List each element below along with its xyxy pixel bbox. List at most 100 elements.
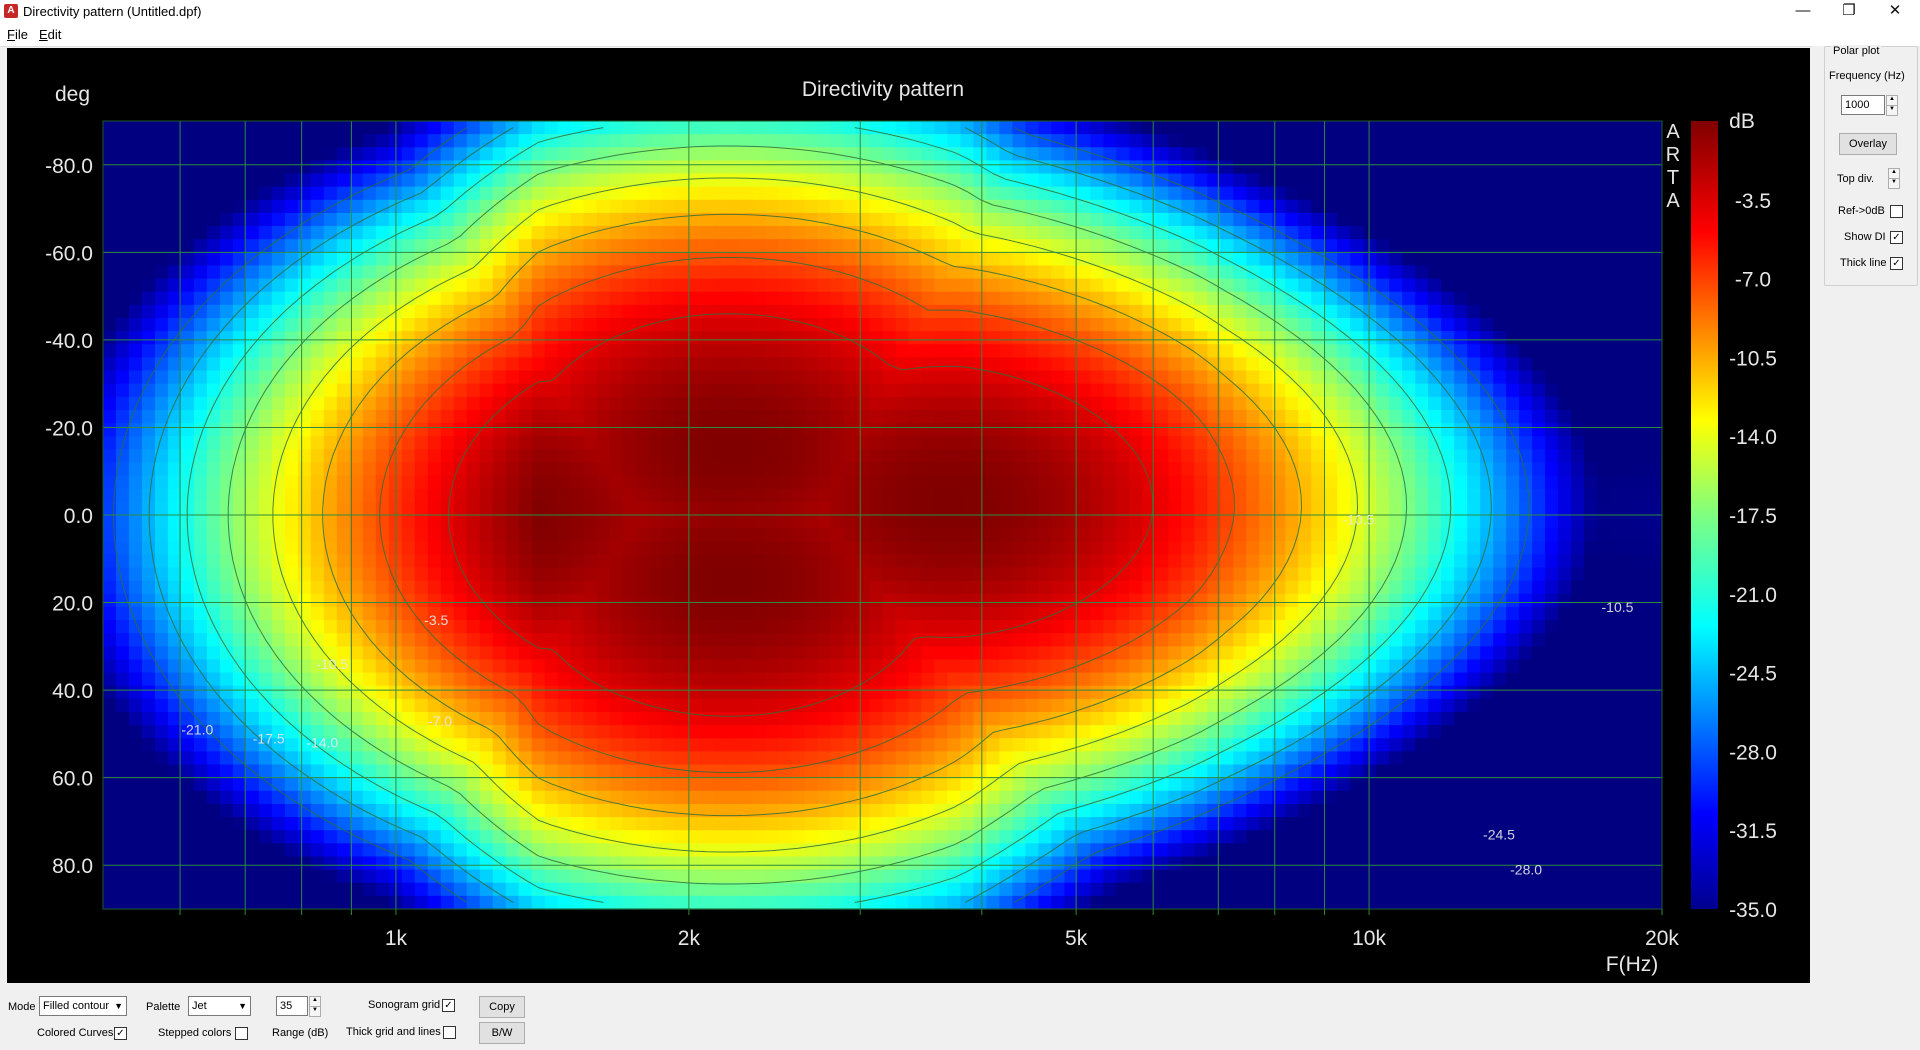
heatmap-cell: [882, 212, 897, 227]
heatmap-cell: [128, 121, 143, 135]
heatmap-cell: [713, 331, 728, 345]
heatmap-cell: [700, 226, 715, 240]
heatmap-cell: [622, 567, 637, 582]
heatmap-cell: [1545, 606, 1559, 621]
heatmap-cell: [1415, 160, 1429, 175]
directivity-plot[interactable]: Directivity pattern deg F(Hz) dB -80.0 -6…: [7, 48, 1810, 983]
heatmap-cell: [661, 567, 676, 582]
heatmap-cell: [1207, 147, 1221, 161]
heatmap-cell: [1415, 121, 1429, 135]
heatmap-cell: [947, 462, 962, 477]
heatmap-cell: [1597, 357, 1611, 372]
heatmap-cell: [960, 331, 975, 345]
heatmap-cell: [167, 370, 182, 385]
heatmap-cell: [206, 633, 221, 647]
close-button[interactable]: ✕: [1888, 2, 1902, 19]
heatmap-cell: [375, 501, 390, 516]
heatmap-cell: [1337, 134, 1351, 148]
menu-edit[interactable]: Edit: [39, 27, 62, 42]
heatmap-cell: [492, 383, 507, 398]
heatmap-cell: [674, 501, 689, 516]
heatmap-cell: [232, 383, 247, 398]
heatmap-cell: [1051, 541, 1065, 555]
heatmap-cell: [1220, 265, 1234, 280]
heatmap-cell: [518, 541, 533, 555]
heatmap-cell: [115, 265, 130, 280]
heatmap-cell: [1610, 199, 1624, 214]
heatmap-cell: [583, 606, 598, 621]
heatmap-cell: [531, 606, 546, 621]
heatmap-cell: [557, 620, 572, 634]
heatmap-cell: [1636, 633, 1650, 647]
heatmap-cell: [869, 449, 884, 464]
heatmap-cell: [297, 160, 312, 175]
heatmap-cell: [1649, 462, 1663, 477]
heatmap-cell: [518, 475, 533, 490]
heatmap-cell: [544, 462, 559, 477]
heatmap-cell: [115, 528, 130, 542]
heatmap-cell: [180, 620, 195, 634]
heatmap-cell: [1402, 304, 1416, 319]
heatmap-cell: [1441, 515, 1455, 529]
heatmap-cell: [960, 121, 975, 135]
heatmap-cell: [414, 606, 429, 621]
heatmap-cell: [817, 488, 832, 503]
heatmap-cell: [739, 396, 754, 411]
heatmap-cell: [1051, 501, 1065, 516]
heatmap-cell: [674, 331, 689, 345]
heatmap-cell: [1298, 370, 1312, 385]
heatmap-cell: [895, 304, 910, 319]
heatmap-cell: [258, 528, 273, 542]
heatmap-cell: [921, 173, 936, 188]
heatmap-cell: [1649, 357, 1663, 372]
heatmap-cell: [1532, 199, 1546, 214]
heatmap-cell: [830, 199, 845, 214]
restore-button[interactable]: ❐: [1842, 2, 1856, 19]
heatmap-cell: [947, 436, 962, 450]
heatmap-cell: [271, 646, 286, 661]
heatmap-cell: [1064, 515, 1078, 529]
menu-file[interactable]: File: [7, 27, 28, 42]
heatmap-cell: [1389, 646, 1403, 661]
heatmap-cell: [492, 475, 507, 490]
heatmap-cell: [1428, 186, 1442, 201]
heatmap-cell: [1480, 633, 1494, 647]
heatmap-cell: [1298, 357, 1312, 372]
heatmap-cell: [1324, 121, 1338, 135]
heatmap-cell: [141, 252, 156, 267]
heatmap-cell: [700, 265, 715, 280]
heatmap-cell: [284, 462, 299, 477]
heatmap-cell: [843, 160, 858, 175]
heatmap-cell: [1493, 567, 1507, 582]
heatmap-cell: [1571, 409, 1585, 424]
heatmap-cell: [1649, 265, 1663, 280]
heatmap-cell: [284, 239, 299, 253]
heatmap-cell: [1623, 383, 1637, 398]
heatmap-cell: [648, 593, 663, 608]
heatmap-cell: [284, 409, 299, 424]
heatmap-cell: [1272, 475, 1286, 490]
heatmap-cell: [1506, 278, 1520, 293]
heatmap-cell: [531, 409, 546, 424]
heatmap-cell: [245, 659, 260, 674]
heatmap-cell: [1610, 554, 1624, 569]
heatmap-cell: [1597, 515, 1611, 529]
minimize-button[interactable]: —: [1795, 2, 1811, 19]
heatmap-cell: [1103, 633, 1117, 647]
heatmap-cell: [440, 291, 455, 306]
heatmap-cell: [895, 409, 910, 424]
heatmap-cell: [1428, 160, 1442, 175]
heatmap-cell: [414, 344, 429, 358]
heatmap-cell: [1428, 383, 1442, 398]
heatmap-cell: [661, 449, 676, 464]
heatmap-cell: [258, 554, 273, 569]
heatmap-cell: [505, 370, 520, 385]
heatmap-cell: [193, 121, 208, 135]
heatmap-cell: [401, 515, 416, 529]
heatmap-cell: [1350, 226, 1364, 240]
heatmap-cell: [1636, 265, 1650, 280]
heatmap-cell: [1103, 580, 1117, 595]
heatmap-cell: [908, 606, 923, 621]
heatmap-cell: [609, 160, 624, 175]
heatmap-cell: [726, 121, 741, 135]
